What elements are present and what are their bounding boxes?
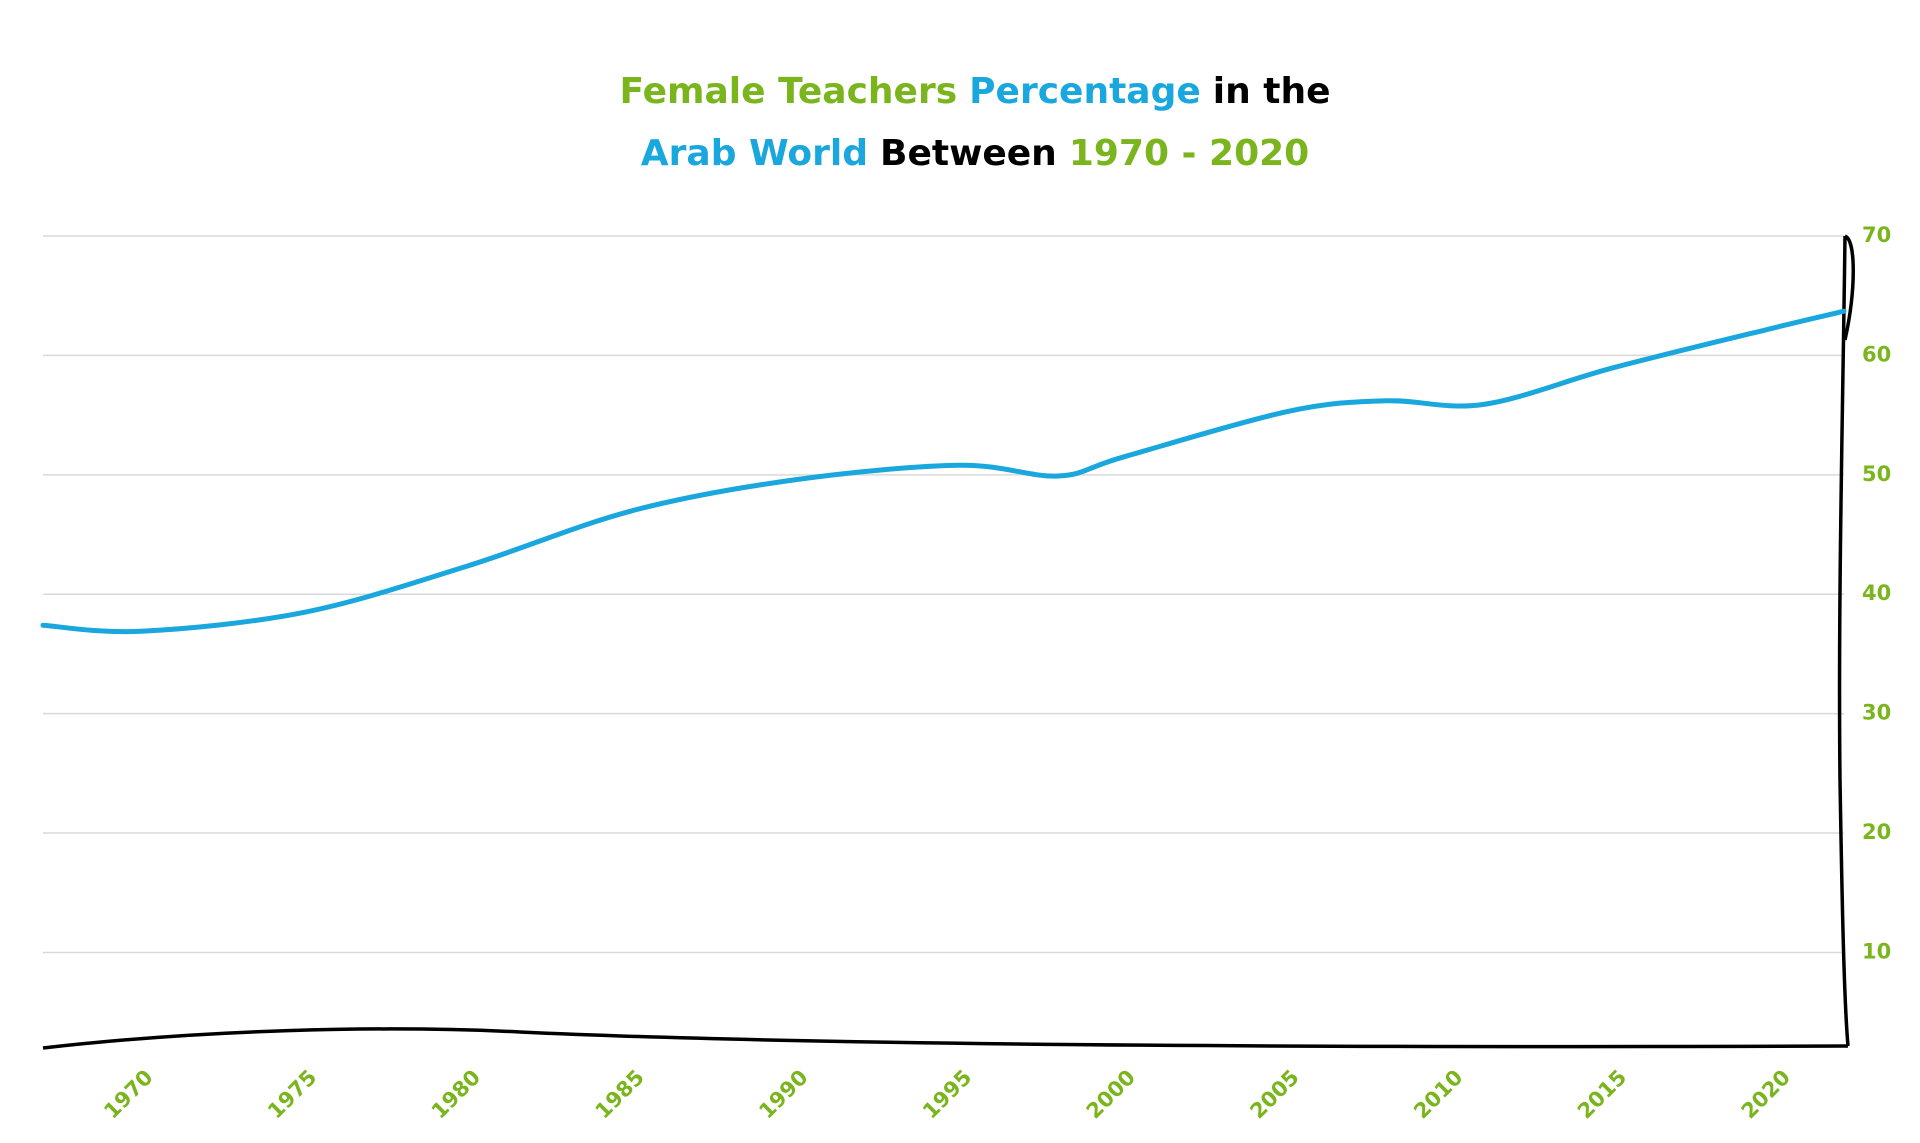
x-tick-label: 2015 [1573, 1065, 1631, 1123]
title-part: Arab World [641, 133, 868, 174]
y-tick-label: 50 [1862, 462, 1891, 486]
chart-title: Female Teachers Percentage in the [619, 71, 1330, 112]
title-part: Percentage [969, 71, 1201, 112]
chart-title: Arab World Between 1970 - 2020 [641, 133, 1309, 174]
x-tick-label: 2010 [1409, 1065, 1467, 1123]
y-tick-label: 10 [1862, 939, 1891, 963]
plot: 10 20 30 40 50 60 70 1970 1975 1980 1985 1990 1995 20… [40, 223, 1891, 1123]
x-tick-label: 1990 [754, 1065, 812, 1123]
y-tick-label: 40 [1862, 581, 1891, 605]
grid [43, 235, 1844, 954]
x-tick-label: 1985 [591, 1065, 649, 1123]
x-tick-label: 2005 [1245, 1065, 1303, 1123]
x-tick-label: 2020 [1737, 1065, 1795, 1123]
title-part: Female Teachers [619, 71, 957, 112]
x-axis-line [42, 1027, 1849, 1050]
y-axis-line [1837, 234, 1855, 1047]
x-tick-label: 1980 [427, 1065, 485, 1123]
title-part: Between [880, 133, 1057, 174]
title-part: in the [1213, 71, 1331, 112]
y-tick-label: 20 [1862, 820, 1891, 844]
x-tick-label: 2000 [1082, 1065, 1140, 1123]
title: Female Teachers Percentage in the Arab Worl… [619, 71, 1330, 174]
y-tick-label: 30 [1862, 701, 1891, 725]
y-tick-label: 70 [1862, 223, 1891, 247]
data-line [40, 308, 1847, 635]
x-tick-label: 1970 [99, 1065, 157, 1123]
x-tick-label: 1995 [918, 1065, 976, 1123]
y-tick-label: 60 [1862, 342, 1891, 366]
x-tick-label: 1975 [263, 1065, 321, 1123]
title-part: 1970 - 2020 [1069, 133, 1309, 174]
